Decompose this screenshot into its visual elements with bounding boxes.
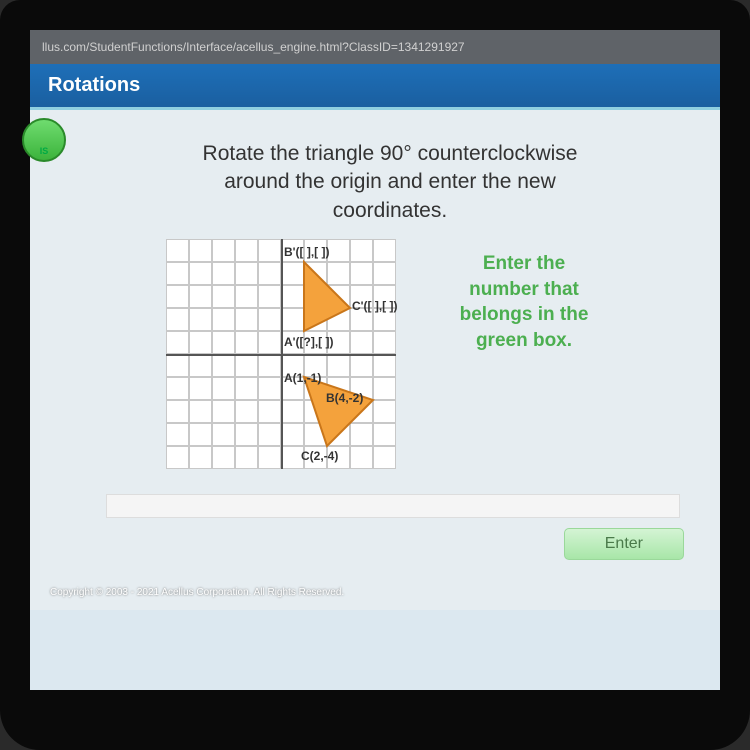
browser-chrome: llus.com/StudentFunctions/Interface/acel… [30, 30, 720, 64]
prompt-line4: green box. [476, 330, 572, 351]
instruction-text: Rotate the triangle 90° counterclockwise… [30, 130, 720, 231]
triangle-image [304, 262, 350, 331]
label-C-prime: C'([ ],[ ]) [352, 299, 398, 313]
prompt-line3: belongs in the [460, 304, 589, 325]
content-wrap: Rotations IS Rotate the triangle 90° cou… [30, 64, 720, 610]
lesson-header: Rotations [30, 64, 720, 110]
instruction-line3: coordinates. [333, 199, 447, 222]
enter-button[interactable]: Enter [564, 528, 684, 560]
label-A-prime: A'([?],[ ]) [284, 335, 334, 349]
label-C: C(2,-4) [301, 449, 338, 463]
us-badge-icon: IS [22, 118, 66, 162]
triangle-preimage [304, 377, 373, 446]
coordinate-graph: B'([ ],[ ]) C'([ ],[ ]) A'([?],[ ]) A(1,… [166, 239, 396, 469]
lesson-page: IS Rotate the triangle 90° counterclockw… [30, 110, 720, 610]
prompt-text: Enter the number that belongs in the gre… [424, 239, 624, 354]
prompt-line2: number that [469, 279, 579, 300]
triangles-svg [166, 239, 396, 469]
url-bar[interactable]: llus.com/StudentFunctions/Interface/acel… [36, 40, 714, 54]
prompt-line1: Enter the [483, 253, 565, 274]
instruction-line1: Rotate the triangle 90° counterclockwise [203, 142, 578, 165]
label-B: B(4,-2) [326, 391, 363, 405]
label-B-prime: B'([ ],[ ]) [284, 245, 330, 259]
copyright-text: Copyright © 2003 - 2021 Acellus Corporat… [50, 587, 344, 598]
laptop-frame: llus.com/StudentFunctions/Interface/acel… [0, 0, 750, 750]
answer-input[interactable] [106, 494, 680, 518]
instruction-line2: around the origin and enter the new [224, 170, 556, 193]
label-A: A(1,-1) [284, 371, 321, 385]
work-row: B'([ ],[ ]) C'([ ],[ ]) A'([?],[ ]) A(1,… [30, 231, 720, 469]
